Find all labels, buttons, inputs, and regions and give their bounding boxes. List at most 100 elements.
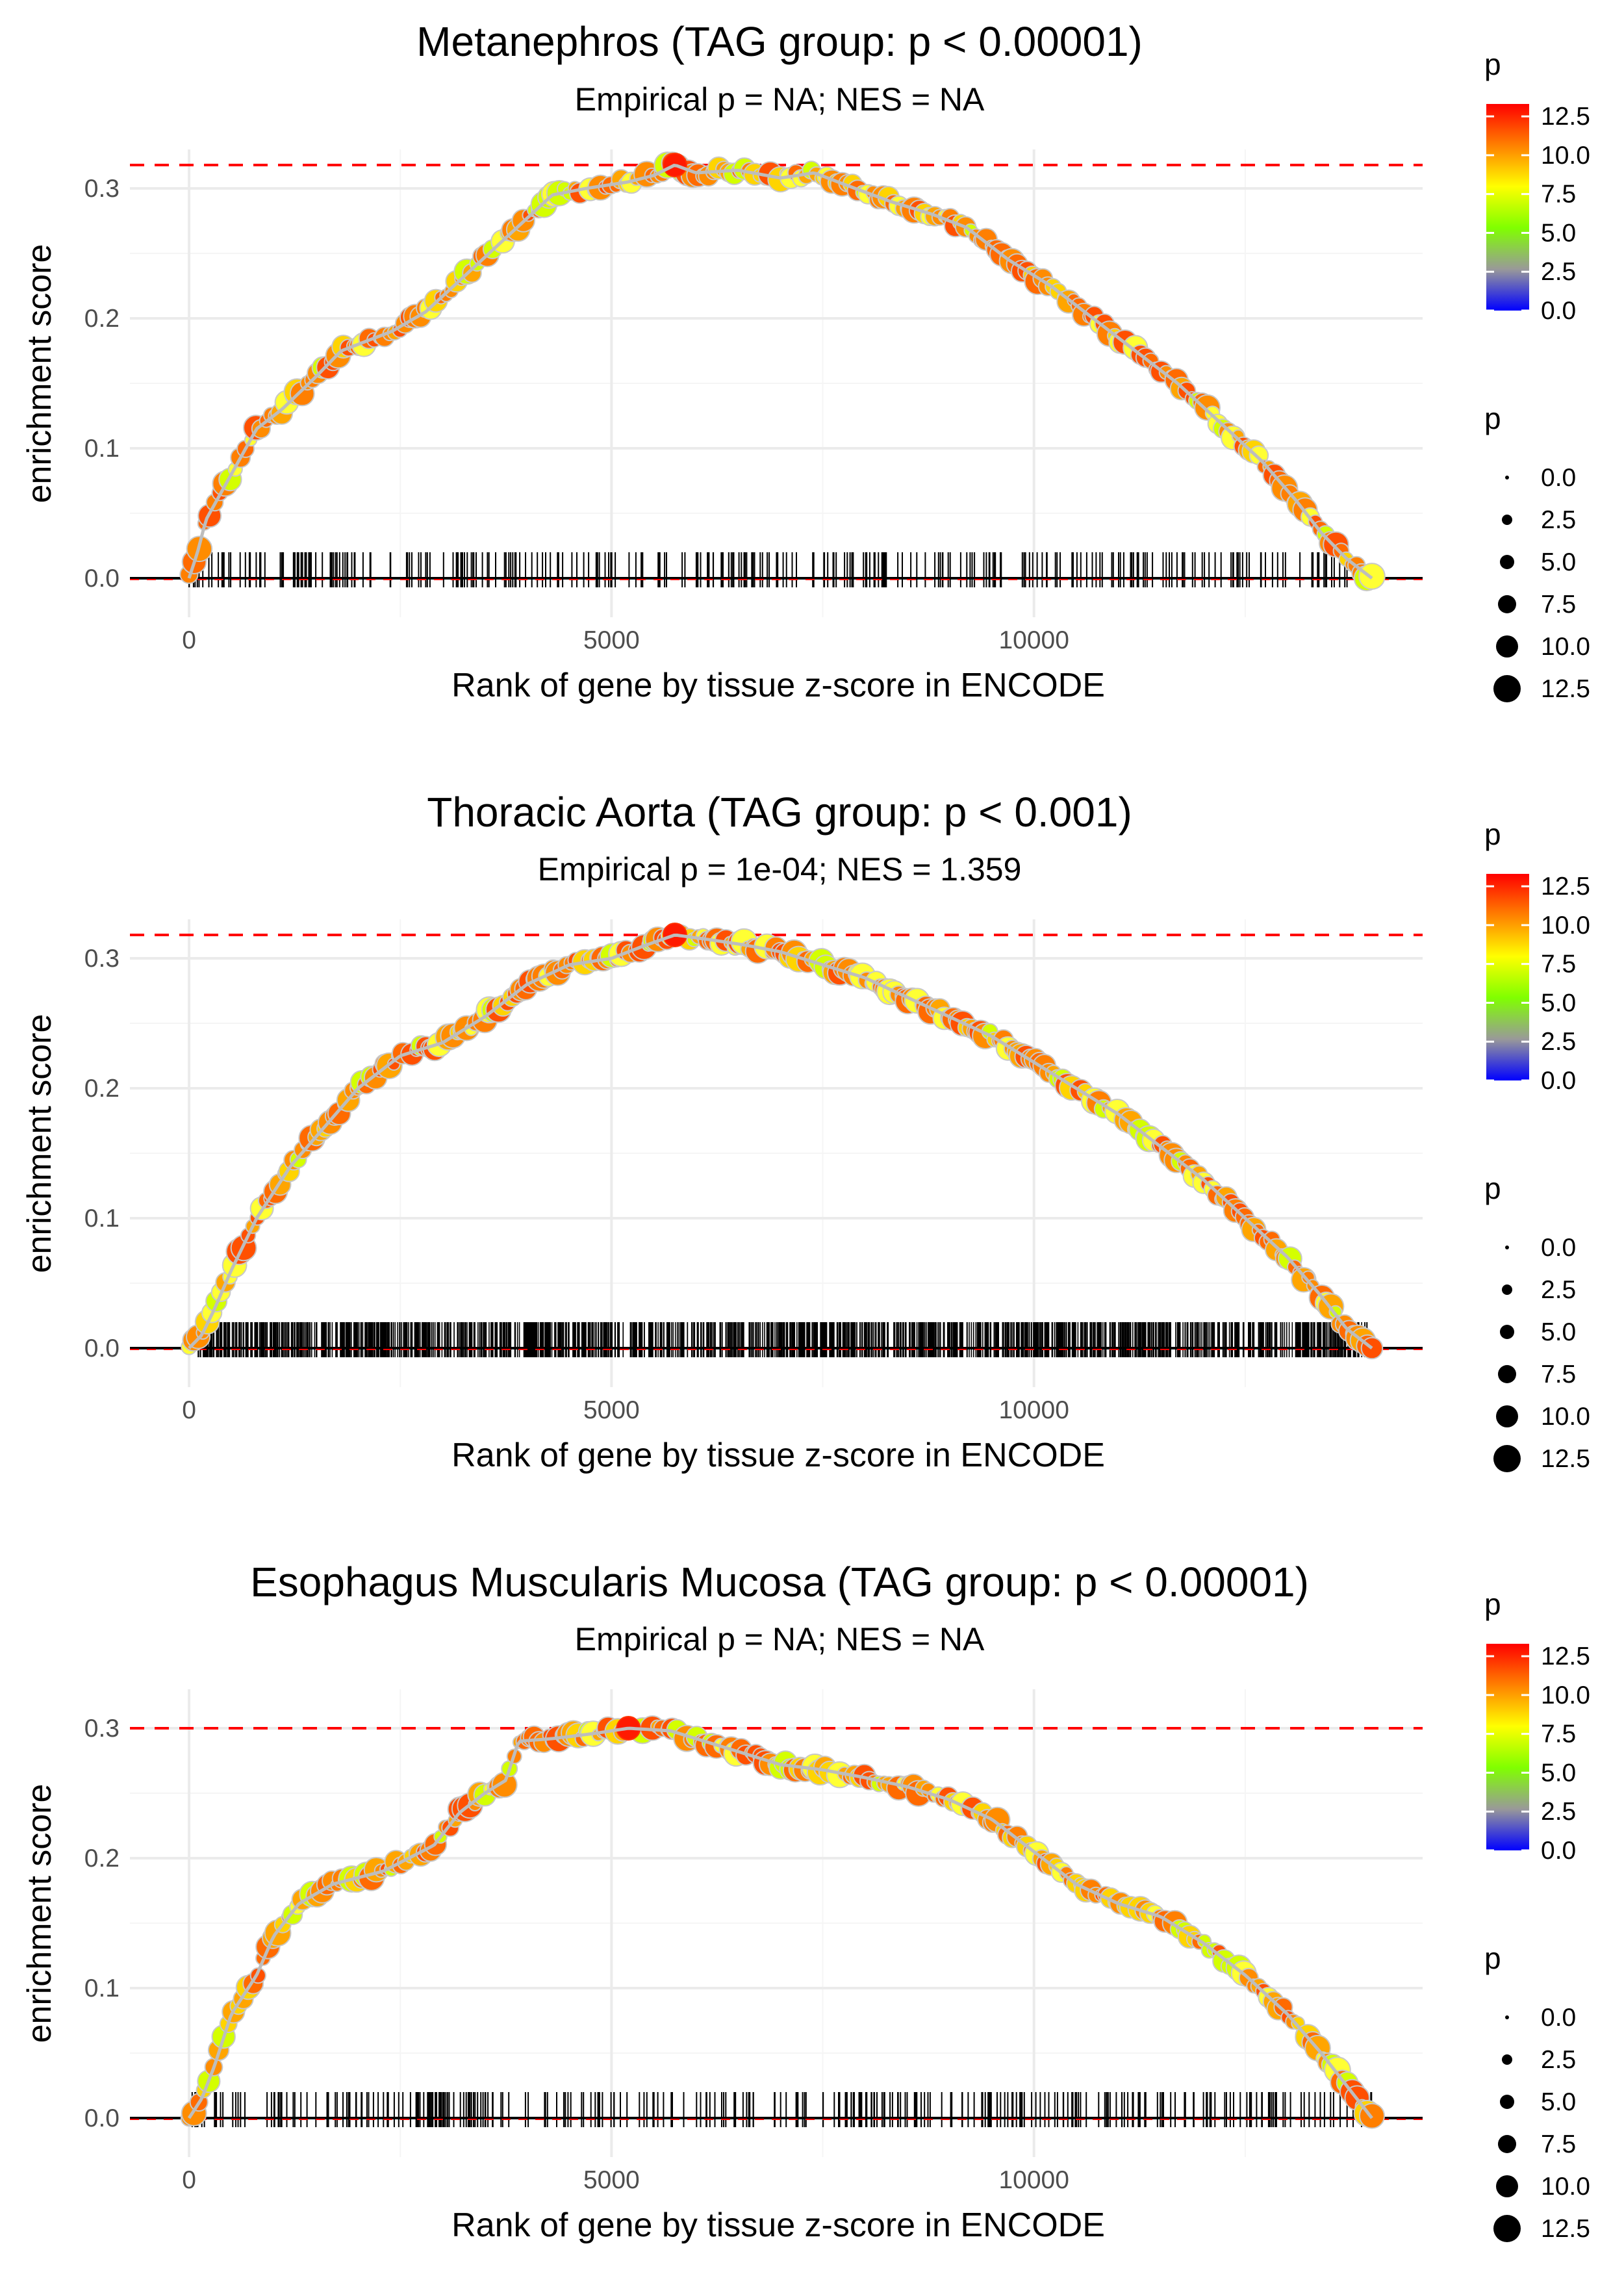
colorbar-label: 10.0: [1541, 142, 1590, 170]
size-legend-dot: [1498, 595, 1516, 613]
size-legend-dot: [1498, 1365, 1516, 1383]
panel-subtitle: Empirical p = 1e-04; NES = 1.359: [538, 851, 1022, 888]
panel-metanephros: Metanephros (TAG group: p < 0.00001) Emp…: [21, 18, 1590, 704]
size-legend-dot: [1505, 476, 1509, 479]
y-axis-title: enrichment score: [21, 1784, 58, 2043]
colorbar-label: 2.5: [1541, 1028, 1576, 1056]
color-legend-title: p: [1484, 1587, 1501, 1621]
size-legend-label: 2.5: [1541, 1276, 1576, 1304]
y-tick-label: 0.0: [84, 2104, 120, 2132]
colorbar-label: 7.5: [1541, 1720, 1576, 1748]
panel-title: Esophagus Muscularis Mucosa (TAG group: …: [250, 1559, 1309, 1605]
x-axis-title: Rank of gene by tissue z-score in ENCODE: [451, 1437, 1105, 1474]
gene-rug: [197, 1322, 1368, 1357]
colorbar-label: 5.0: [1541, 1759, 1576, 1787]
size-legend: p 0.0 2.5 5.0 7.5 10.0 12.5: [1484, 402, 1590, 703]
size-legend: p 0.0 2.5 5.0 7.5 10.0 12.5: [1484, 1941, 1590, 2243]
colorbar-label: 2.5: [1541, 1798, 1576, 1826]
x-tick-label: 5000: [583, 2166, 640, 2194]
size-legend-label: 7.5: [1541, 1361, 1576, 1388]
x-tick-label: 0: [182, 1396, 196, 1424]
color-legend-title: p: [1484, 817, 1501, 851]
colorbar-label: 5.0: [1541, 989, 1576, 1017]
size-legend-title: p: [1484, 1941, 1501, 1975]
colorbar-label: 7.5: [1541, 951, 1576, 978]
size-legend-dot: [1496, 635, 1518, 658]
x-tick-label: 10000: [998, 1396, 1069, 1424]
plot-area: 0 5000 10000 0.0 0.1 0.2 0.3: [84, 919, 1423, 1424]
y-tick-label: 0.0: [84, 565, 120, 593]
panel-subtitle: Empirical p = NA; NES = NA: [575, 81, 985, 118]
x-tick-label: 0: [182, 2166, 196, 2194]
colorbar-label: 10.0: [1541, 1681, 1590, 1709]
colorbar-label: 0.0: [1541, 297, 1576, 325]
y-axis-title: enrichment score: [21, 1014, 58, 1273]
size-legend-dot: [1496, 2175, 1518, 2197]
color-legend: p 12.5 10.0 7.5 5.0 2.5 0.0: [1484, 47, 1590, 325]
size-legend-label: 2.5: [1541, 2046, 1576, 2074]
size-legend-dot: [1496, 1405, 1518, 1427]
colorbar-label: 10.0: [1541, 912, 1590, 939]
size-legend-label: 0.0: [1541, 464, 1576, 492]
running-es-line: [187, 1726, 1373, 2119]
gene-rug: [191, 2092, 1373, 2127]
size-legend-dot: [1498, 2135, 1516, 2153]
size-legend-label: 0.0: [1541, 1234, 1576, 1262]
y-tick-label: 0.3: [84, 175, 120, 203]
size-legend-dot: [1493, 2215, 1521, 2242]
size-legend-dot: [1493, 1445, 1521, 1472]
size-legend-title: p: [1484, 1171, 1501, 1205]
y-tick-label: 0.2: [84, 1075, 120, 1103]
color-legend: p 12.5 10.0 7.5 5.0 2.5 0.0: [1484, 817, 1590, 1095]
size-legend-dot: [1500, 555, 1514, 569]
size-legend-dot: [1505, 2015, 1509, 2019]
size-legend-label: 5.0: [1541, 2088, 1576, 2116]
y-axis-title: enrichment score: [21, 244, 58, 504]
x-axis-title: Rank of gene by tissue z-score in ENCODE: [451, 2206, 1105, 2244]
panel-subtitle: Empirical p = NA; NES = NA: [575, 1621, 985, 1657]
size-legend-dot: [1502, 1284, 1512, 1295]
y-tick-label: 0.3: [84, 945, 120, 973]
y-tick-label: 0.0: [84, 1335, 120, 1362]
colorbar-label: 12.5: [1541, 873, 1590, 901]
size-legend-dot: [1500, 2095, 1514, 2109]
y-tick-label: 0.3: [84, 1715, 120, 1743]
colorbar-label: 2.5: [1541, 258, 1576, 286]
panel-thoracic-aorta: Thoracic Aorta (TAG group: p < 0.001) Em…: [21, 789, 1590, 1474]
size-legend-label: 10.0: [1541, 2173, 1590, 2201]
color-legend-title: p: [1484, 47, 1501, 81]
panel-title: Metanephros (TAG group: p < 0.00001): [416, 18, 1143, 65]
x-tick-label: 10000: [998, 626, 1069, 654]
colorbar-label: 12.5: [1541, 1642, 1590, 1670]
size-legend-label: 5.0: [1541, 548, 1576, 576]
size-legend-dot: [1505, 1246, 1509, 1249]
size-legend-label: 2.5: [1541, 506, 1576, 534]
size-legend-dot: [1502, 2054, 1512, 2065]
panel-esophagus-muscularis-mucosa: Esophagus Muscularis Mucosa (TAG group: …: [21, 1559, 1590, 2244]
size-legend-label: 0.0: [1541, 2004, 1576, 2032]
color-bar: [1486, 104, 1529, 311]
colorbar-label: 0.0: [1541, 1067, 1576, 1095]
y-tick-label: 0.1: [84, 1205, 120, 1233]
panel-title: Thoracic Aorta (TAG group: p < 0.001): [427, 789, 1132, 836]
color-legend: p 12.5 10.0 7.5 5.0 2.5 0.0: [1484, 1587, 1590, 1865]
running-es-line: [187, 164, 1373, 580]
colorbar-label: 12.5: [1541, 103, 1590, 131]
size-legend-label: 12.5: [1541, 675, 1590, 703]
size-legend-label: 7.5: [1541, 591, 1576, 619]
size-legend-label: 12.5: [1541, 1445, 1590, 1473]
x-tick-label: 0: [182, 626, 196, 654]
colorbar-label: 5.0: [1541, 219, 1576, 247]
plot-area: 0 5000 10000 0.0 0.1 0.2 0.3: [84, 1689, 1423, 2194]
plot-area: 0 5000 10000 0.0 0.1 0.2 0.3: [84, 149, 1423, 654]
y-tick-label: 0.2: [84, 305, 120, 333]
size-legend-label: 10.0: [1541, 633, 1590, 661]
size-legend-title: p: [1484, 402, 1501, 435]
x-tick-label: 10000: [998, 2166, 1069, 2194]
gene-rug: [188, 552, 1348, 587]
colorbar-label: 0.0: [1541, 1837, 1576, 1865]
color-bar: [1486, 1644, 1529, 1850]
size-legend-label: 10.0: [1541, 1403, 1590, 1431]
size-legend-label: 7.5: [1541, 2130, 1576, 2158]
